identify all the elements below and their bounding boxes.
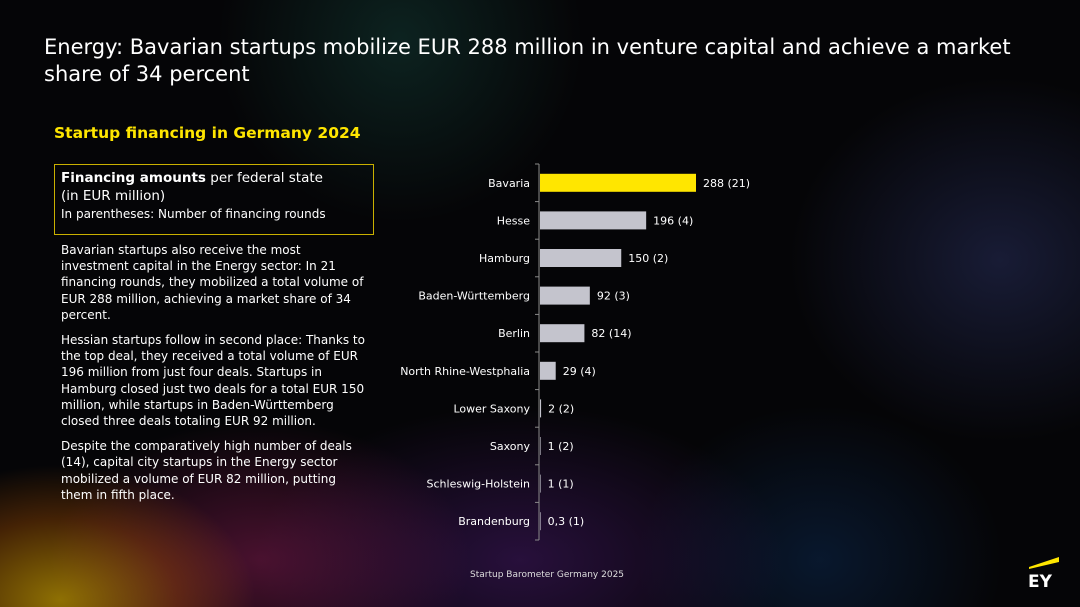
legend-line-3: In parentheses: Number of financing roun… xyxy=(61,207,326,221)
value-label: 92 (3) xyxy=(597,290,630,303)
paragraph-2: Hessian startups follow in second place:… xyxy=(61,333,365,429)
footer-source: Startup Barometer Germany 2025 xyxy=(470,570,625,580)
value-label: 150 (2) xyxy=(628,252,668,265)
legend-line-1: Financing amounts per federal state xyxy=(61,169,367,187)
ey-logo-beam-icon xyxy=(1029,557,1059,569)
paragraph-1: Bavarian startups also receive the most … xyxy=(61,243,364,322)
bar-berlin xyxy=(540,324,585,343)
category-label: Hamburg xyxy=(479,252,530,265)
category-label: Saxony xyxy=(490,440,531,453)
legend-line-2: (in EUR million) xyxy=(61,188,166,204)
bar-baden-w-rttemberg xyxy=(540,286,590,305)
value-label: 196 (4) xyxy=(653,214,693,227)
value-label: 1 (1) xyxy=(548,478,574,491)
value-label: 288 (21) xyxy=(703,177,750,190)
legend-box: Financing amounts per federal state (in … xyxy=(54,164,374,235)
category-label: Hesse xyxy=(497,214,531,227)
bar-saxony xyxy=(540,437,541,455)
legend-bold: Financing amounts xyxy=(61,170,206,186)
slide-title: Energy: Bavarian startups mobilize EUR 2… xyxy=(44,35,1011,86)
category-label: Bavaria xyxy=(488,177,530,190)
value-label: 1 (2) xyxy=(548,440,574,453)
bar-hamburg xyxy=(540,249,622,267)
category-label: Brandenburg xyxy=(458,515,530,528)
category-label: North Rhine-Westphalia xyxy=(400,365,530,378)
ey-logo-text: EY xyxy=(1028,572,1053,589)
value-label: 0,3 (1) xyxy=(548,515,585,528)
legend-rest: per federal state xyxy=(205,170,323,186)
category-label: Berlin xyxy=(498,327,530,340)
body-text: Bavarian startups also receive the most … xyxy=(61,242,367,512)
category-label: Baden-Württemberg xyxy=(418,290,530,303)
chart-subtitle: Startup financing in Germany 2024 xyxy=(54,124,361,142)
bar-bavaria xyxy=(540,173,696,192)
category-label: Schleswig-Holstein xyxy=(427,478,530,491)
bar-brandenburg xyxy=(540,512,541,531)
bar-hesse xyxy=(540,211,647,230)
bar-lower-saxony xyxy=(540,399,542,418)
ey-logo: EY xyxy=(1028,557,1059,589)
bar-north-rhine-westphalia xyxy=(540,361,556,380)
value-label: 2 (2) xyxy=(548,402,574,415)
value-label: 82 (14) xyxy=(591,327,631,340)
bar-schleswig-holstein xyxy=(540,474,541,493)
paragraph-3: Despite the comparatively high number of… xyxy=(61,439,352,502)
value-label: 29 (4) xyxy=(563,365,596,378)
category-label: Lower Saxony xyxy=(453,402,530,415)
